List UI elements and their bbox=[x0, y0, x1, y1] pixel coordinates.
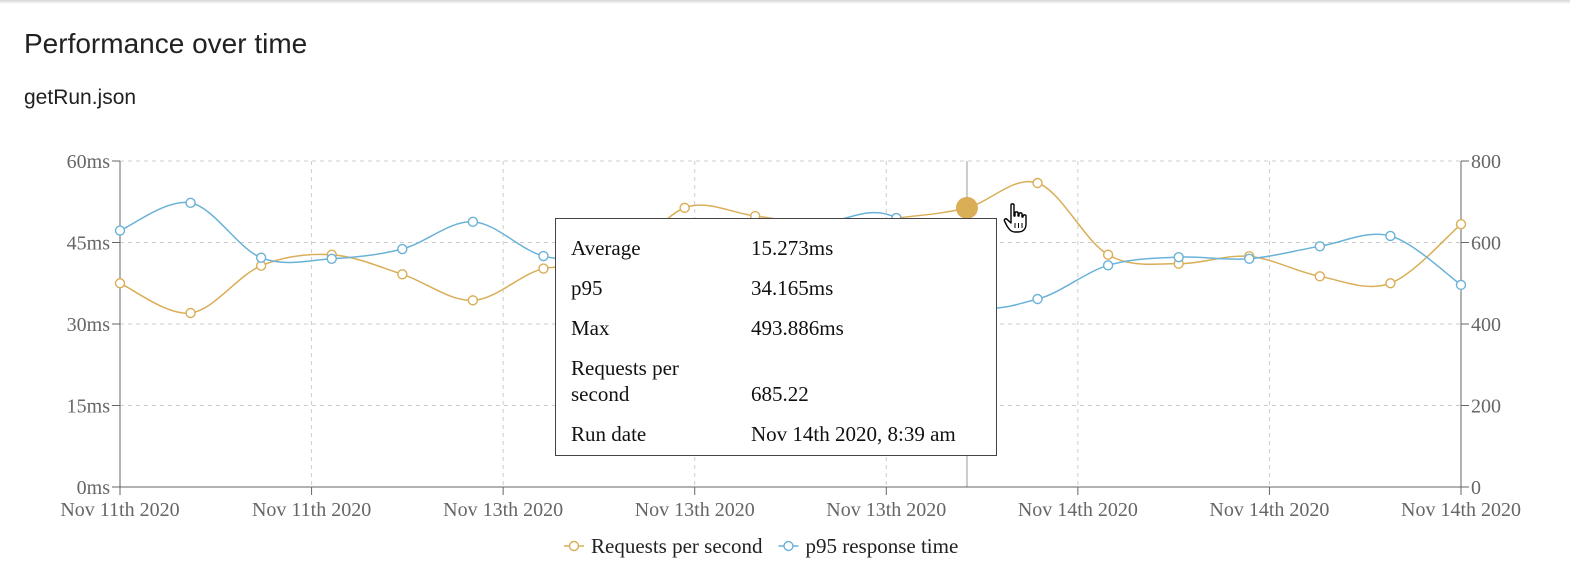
legend-item-p95-response-time[interactable]: p95 response time bbox=[778, 534, 958, 558]
tooltip-label: Average bbox=[571, 236, 641, 260]
legend-label: Requests per second bbox=[591, 534, 763, 558]
y-right-tick-label: 600 bbox=[1471, 233, 1501, 255]
axes: 0ms 15ms 30ms 45ms 60ms 0 200 400 600 800 Nov 11th… bbox=[60, 151, 1521, 521]
data-point-p95-response-time[interactable] bbox=[1455, 279, 1467, 291]
legend-item-requests-per-second[interactable]: Requests per second bbox=[564, 534, 763, 558]
data-point-requests-per-second[interactable] bbox=[1455, 218, 1467, 230]
chart-tooltip: Average 15.273ms p95 34.165ms Max 493.88… bbox=[555, 218, 997, 456]
data-point-p95-response-time[interactable] bbox=[538, 250, 549, 262]
data-point-requests-per-second[interactable] bbox=[1314, 271, 1326, 282]
tooltip-value: 34.165ms bbox=[751, 276, 834, 300]
active-point-requests-per-second[interactable] bbox=[955, 196, 978, 219]
tooltip-label: Max bbox=[571, 316, 610, 340]
data-point-p95-response-time[interactable] bbox=[467, 216, 479, 228]
x-tick-label: Nov 13th 2020 bbox=[826, 499, 946, 521]
y-right-tick-label: 400 bbox=[1471, 314, 1501, 336]
data-point-p95-response-time[interactable] bbox=[1032, 293, 1043, 305]
data-point-requests-per-second[interactable] bbox=[397, 269, 408, 280]
tooltip-row-p95: p95 34.165ms bbox=[571, 275, 996, 301]
x-tick-label: Nov 13th 2020 bbox=[635, 499, 755, 521]
data-point-p95-response-time[interactable] bbox=[326, 253, 337, 264]
tooltip-value: 685.22 bbox=[751, 382, 809, 406]
y-left-tick-label: 15ms bbox=[67, 396, 111, 418]
x-tick-label: Nov 11th 2020 bbox=[60, 499, 179, 521]
data-point-p95-response-time[interactable] bbox=[185, 197, 196, 209]
tooltip-value: 493.886ms bbox=[751, 316, 844, 340]
data-point-requests-per-second[interactable] bbox=[1032, 177, 1043, 189]
y-left-tick-label: 30ms bbox=[67, 314, 111, 336]
data-point-p95-response-time[interactable] bbox=[1173, 251, 1184, 263]
data-point-p95-response-time[interactable] bbox=[1244, 253, 1255, 264]
x-tick-label: Nov 13th 2020 bbox=[443, 499, 563, 521]
y-left-tick-label: 0ms bbox=[77, 477, 111, 499]
page-subtitle: getRun.json bbox=[24, 86, 137, 109]
data-point-p95-response-time[interactable] bbox=[255, 252, 267, 263]
tooltip-value: 15.273ms bbox=[751, 236, 834, 260]
data-point-p95-response-time[interactable] bbox=[1314, 241, 1326, 252]
tooltip-row-run-date: Run date Nov 14th 2020, 8:39 am bbox=[571, 421, 996, 447]
y-right-tick-label: 800 bbox=[1471, 151, 1501, 173]
x-tick-label: Nov 11th 2020 bbox=[252, 499, 371, 521]
legend-swatch-marker bbox=[568, 540, 580, 552]
tooltip-row-max: Max 493.886ms bbox=[571, 315, 996, 341]
x-tick-label: Nov 14th 2020 bbox=[1018, 499, 1138, 521]
tooltip-value: Nov 14th 2020, 8:39 am bbox=[751, 422, 956, 446]
legend-label: p95 response time bbox=[805, 534, 958, 558]
data-point-requests-per-second[interactable] bbox=[538, 263, 549, 274]
tooltip-label: Run date bbox=[571, 422, 647, 446]
y-left-tick-label: 60ms bbox=[67, 151, 111, 173]
page-title: Performance over time bbox=[24, 28, 308, 59]
data-point-requests-per-second[interactable] bbox=[1385, 278, 1396, 289]
hand-pointer-icon bbox=[1003, 203, 1027, 233]
data-point-requests-per-second[interactable] bbox=[467, 295, 479, 306]
tooltip-label: Requests per second bbox=[571, 356, 679, 406]
data-point-requests-per-second[interactable] bbox=[679, 202, 690, 214]
y-right-tick-label: 0 bbox=[1471, 477, 1481, 499]
legend[interactable]: Requests per second p95 response time bbox=[564, 534, 958, 558]
tooltip-label: p95 bbox=[571, 276, 603, 300]
tooltip-row-rps: Requests per second 685.22 bbox=[571, 355, 996, 407]
x-tick-label: Nov 14th 2020 bbox=[1209, 499, 1329, 521]
tooltip-row-average: Average 15.273ms bbox=[571, 235, 996, 261]
data-point-requests-per-second[interactable] bbox=[114, 278, 126, 289]
data-point-requests-per-second[interactable] bbox=[1102, 249, 1114, 260]
data-point-p95-response-time[interactable] bbox=[1102, 260, 1114, 271]
y-right-tick-label: 200 bbox=[1471, 396, 1501, 418]
x-tick-label: Nov 14th 2020 bbox=[1401, 499, 1521, 521]
data-point-p95-response-time[interactable] bbox=[1385, 230, 1396, 242]
top-shadow bbox=[0, 0, 1570, 4]
y-left-tick-label: 45ms bbox=[67, 233, 111, 255]
legend-swatch-marker bbox=[783, 540, 794, 552]
data-point-p95-response-time[interactable] bbox=[397, 243, 408, 255]
data-point-requests-per-second[interactable] bbox=[185, 307, 196, 319]
data-point-p95-response-time[interactable] bbox=[114, 225, 126, 236]
